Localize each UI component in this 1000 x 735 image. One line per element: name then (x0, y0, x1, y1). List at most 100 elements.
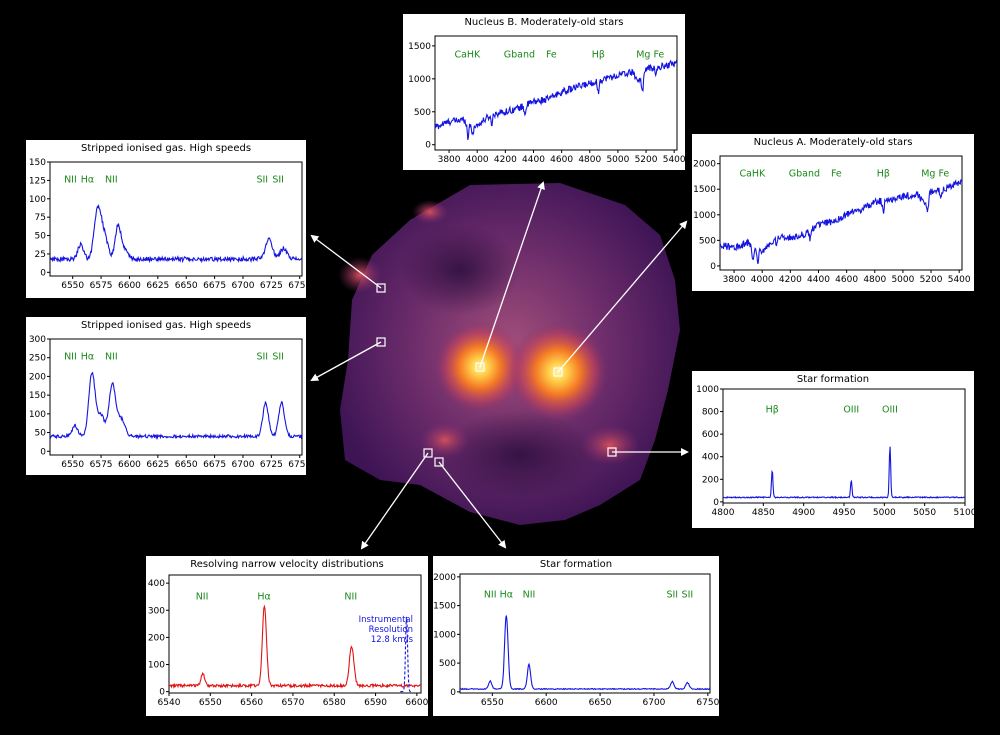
x-tick-label: 4400 (522, 155, 545, 165)
spectral-line-label: NII (64, 352, 77, 363)
spectral-line-label: SII (666, 590, 678, 601)
plot-frame (459, 573, 711, 694)
spectrum-line (460, 615, 710, 691)
x-tick-label: 5200 (635, 155, 658, 165)
galaxy-map-dark-region (400, 225, 520, 315)
x-tick-label: 6625 (146, 460, 169, 470)
x-tick-label: 5000 (873, 508, 896, 518)
galaxy-map-blob (412, 200, 448, 224)
x-tick-label: 4200 (494, 155, 517, 165)
y-tick-label: 0 (450, 688, 456, 698)
spectral-line-label: OIII (843, 405, 859, 416)
y-tick-label: 0 (40, 268, 46, 278)
region-marker (475, 362, 485, 372)
y-tick-label: 250 (29, 354, 46, 364)
x-tick-label: 6550 (481, 698, 504, 708)
galaxy-map-blob (338, 257, 382, 293)
x-tick-label: 4000 (751, 275, 774, 285)
connector-arrow (310, 234, 382, 289)
x-tick-label: 5000 (891, 275, 914, 285)
y-tick-label: 50 (35, 429, 47, 439)
spectral-line-label: Hα (257, 591, 270, 602)
x-tick-label: 5400 (663, 155, 685, 165)
y-tick-label: 150 (29, 391, 46, 401)
spectral-line-label: SII (256, 175, 268, 186)
y-tick-label: 200 (148, 633, 165, 643)
instrumental-profile-line (400, 616, 413, 693)
connector-arrow (438, 461, 507, 549)
y-tick-label: 75 (35, 213, 46, 223)
spectral-line-label: Fe (546, 50, 557, 61)
panel-title: Nucleus A. Moderately-old stars (753, 137, 913, 148)
y-tick-label: 300 (29, 335, 46, 345)
y-tick-label: 500 (439, 659, 456, 669)
x-tick-label: 6575 (90, 460, 113, 470)
x-tick-label: 6550 (61, 460, 84, 470)
y-tick-label: 200 (702, 475, 719, 485)
y-tick-label: 100 (29, 410, 46, 420)
x-tick-label: 5100 (954, 508, 974, 518)
x-tick-label: 4850 (752, 508, 775, 518)
y-tick-label: 1500 (408, 42, 431, 52)
spectrum-panel-p_gas2: Stripped ionised gas. High speeds 6550 657… (26, 317, 306, 475)
spectral-line-label: SII (272, 352, 284, 363)
plot-frame (168, 574, 422, 694)
x-tick-label: 6550 (199, 698, 222, 708)
panel-title: Star formation (796, 374, 870, 385)
x-tick-label: 4950 (833, 508, 856, 518)
y-tick-label: 2000 (693, 160, 716, 170)
spectral-line-label: NII (484, 590, 497, 601)
region-marker (376, 283, 386, 293)
spectral-line-label: NII (523, 590, 536, 601)
spectrum-plot: 4800 4850 4900 4950 5000 5050 5100 0 200 400 600 80… (696, 385, 974, 518)
plot-frame (49, 161, 303, 277)
x-tick-label: 6725 (260, 460, 283, 470)
x-tick-label: 4600 (550, 155, 573, 165)
y-tick-label: 600 (702, 430, 719, 440)
y-tick-label: 1500 (693, 185, 716, 195)
spectral-line-label: Fe (831, 168, 842, 179)
panel-title: Nucleus B. Moderately-old stars (464, 17, 624, 28)
y-tick-label: 200 (29, 372, 46, 382)
y-tick-label: 2000 (433, 573, 456, 583)
spectrum-line (50, 371, 302, 440)
spectrum-plot: 6550 6575 6600 6625 6650 6675 6700 6725 6750 0 50 1… (29, 335, 306, 470)
x-tick-label: 6590 (364, 698, 387, 708)
spectrum-plot: 3800 4000 4200 4400 4600 4800 5000 5200 5400 0 500… (693, 155, 971, 285)
panel-title: Stripped ionised gas. High speeds (80, 143, 252, 154)
spectral-line-label: SII (682, 590, 694, 601)
spectral-line-label: OIII (882, 405, 898, 416)
x-tick-label: 4800 (578, 155, 601, 165)
spectrum-line (720, 179, 962, 265)
x-tick-label: 6650 (175, 281, 198, 291)
x-tick-label: 6700 (643, 698, 666, 708)
y-tick-label: 50 (35, 232, 47, 242)
y-tick-label: 150 (29, 158, 46, 168)
x-tick-label: 4900 (792, 508, 815, 518)
spectral-line-label: Mg Fe (921, 168, 949, 179)
panel-title: Star formation (539, 559, 613, 570)
x-tick-label: 6625 (146, 281, 169, 291)
x-tick-label: 6650 (589, 698, 612, 708)
spectral-line-label: NII (344, 591, 357, 602)
y-tick-label: 400 (702, 453, 719, 463)
spectral-line-label: NII (196, 591, 209, 602)
x-tick-label: 3800 (438, 155, 461, 165)
x-tick-label: 6560 (240, 698, 263, 708)
region-marker (423, 448, 433, 458)
y-tick-label: 1500 (433, 602, 456, 612)
plot-frame (434, 35, 678, 151)
y-tick-label: 25 (35, 250, 46, 260)
spectrum-panel-p_nucB: Nucleus B. Moderately-old stars 3800 4000 4… (403, 14, 685, 170)
spectrum-plot: 3800 4000 4200 4400 4600 4800 5000 5200 5400 0 500… (408, 35, 685, 165)
connector-arrow (557, 220, 688, 373)
y-tick-label: 0 (40, 447, 46, 457)
x-tick-label: 6575 (90, 281, 113, 291)
y-tick-label: 400 (148, 579, 165, 589)
panel-title: Resolving narrow velocity distributions (190, 559, 384, 570)
y-tick-label: 100 (29, 195, 46, 205)
panel-title: Stripped ionised gas. High speeds (80, 320, 252, 331)
x-tick-label: 6550 (61, 281, 84, 291)
